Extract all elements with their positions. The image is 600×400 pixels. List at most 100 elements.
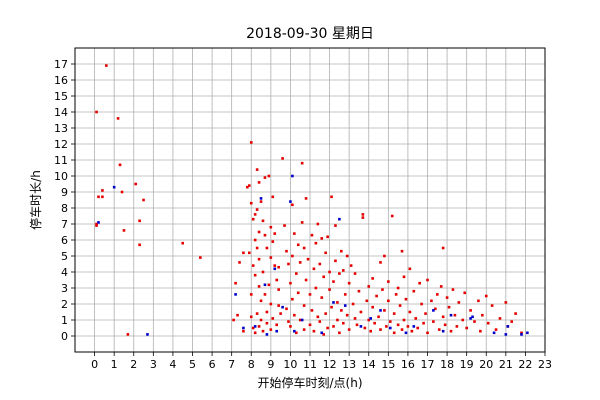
data-point xyxy=(265,333,269,336)
data-point xyxy=(273,232,277,235)
y-tick-label: 11 xyxy=(54,154,68,167)
x-tick-label: 22 xyxy=(518,358,532,371)
data-point xyxy=(146,333,149,336)
data-point xyxy=(520,333,523,336)
data-point xyxy=(320,296,324,299)
data-point xyxy=(95,224,98,227)
data-point xyxy=(418,281,421,285)
data-point xyxy=(97,195,100,199)
data-point xyxy=(398,304,402,307)
data-point xyxy=(353,317,357,320)
x-tick-label: 11 xyxy=(303,358,317,371)
data-point xyxy=(298,261,302,264)
data-point xyxy=(481,313,484,317)
data-point xyxy=(443,323,447,327)
data-point xyxy=(318,262,322,266)
data-point xyxy=(381,288,384,291)
data-point xyxy=(242,326,245,330)
data-point xyxy=(369,317,373,320)
data-point xyxy=(463,291,467,295)
data-point xyxy=(334,224,337,227)
data-point xyxy=(353,272,357,275)
data-point xyxy=(257,181,261,184)
data-point xyxy=(404,331,408,335)
data-point xyxy=(371,277,374,280)
data-point xyxy=(504,333,508,336)
data-point xyxy=(408,310,412,314)
data-point xyxy=(281,305,284,309)
data-point xyxy=(435,293,439,296)
data-point xyxy=(310,233,314,237)
data-point xyxy=(465,326,468,330)
data-point xyxy=(320,331,324,335)
data-point xyxy=(271,240,275,243)
data-point xyxy=(369,329,373,333)
data-point xyxy=(328,270,331,274)
data-point xyxy=(116,117,120,120)
data-point xyxy=(320,237,324,240)
data-point xyxy=(291,174,294,178)
data-point xyxy=(285,249,288,253)
data-point xyxy=(377,315,380,319)
data-point xyxy=(422,321,425,325)
data-point xyxy=(324,312,327,315)
data-point xyxy=(318,320,322,323)
y-tick-label: 0 xyxy=(61,330,68,343)
data-point xyxy=(265,310,269,314)
data-point xyxy=(324,251,327,255)
data-point xyxy=(134,182,138,186)
data-point xyxy=(273,267,277,271)
data-point xyxy=(302,328,306,331)
data-point xyxy=(396,323,400,327)
data-point xyxy=(120,190,124,194)
x-tick-label: 19 xyxy=(460,358,474,371)
data-point xyxy=(371,305,374,309)
data-point xyxy=(289,325,292,328)
data-point xyxy=(359,310,363,314)
data-point xyxy=(400,249,404,253)
data-point xyxy=(383,254,386,258)
data-point xyxy=(289,200,292,203)
data-point xyxy=(236,313,239,317)
data-point xyxy=(451,288,455,291)
data-point xyxy=(269,302,273,306)
data-point xyxy=(477,299,480,303)
data-point xyxy=(259,299,263,303)
data-point xyxy=(363,326,367,330)
data-point xyxy=(101,195,104,199)
data-point xyxy=(447,305,451,309)
data-point xyxy=(263,283,267,287)
data-point xyxy=(332,280,335,283)
data-point xyxy=(351,302,355,306)
y-tick-label: 6 xyxy=(61,234,68,247)
data-point xyxy=(263,293,267,296)
x-tick-label: 4 xyxy=(169,358,176,371)
data-point xyxy=(298,318,302,322)
data-point xyxy=(347,328,351,331)
data-point xyxy=(340,309,343,312)
data-point xyxy=(338,272,341,275)
data-point xyxy=(308,323,312,327)
data-point xyxy=(388,320,392,323)
x-tick-label: 16 xyxy=(401,358,415,371)
x-tick-label: 20 xyxy=(479,358,493,371)
data-point xyxy=(387,280,390,283)
x-axis-label: 开始停车时刻/点(h) xyxy=(257,375,362,390)
data-point xyxy=(373,321,376,325)
data-point xyxy=(273,264,277,267)
data-point xyxy=(118,163,122,167)
data-point xyxy=(249,315,253,319)
data-point xyxy=(265,246,269,250)
data-point xyxy=(498,317,502,320)
data-point xyxy=(199,256,202,259)
data-point xyxy=(261,219,265,223)
data-point xyxy=(473,320,476,323)
y-tick-label: 12 xyxy=(54,138,68,151)
data-point xyxy=(291,203,294,207)
data-point xyxy=(277,265,280,269)
data-point xyxy=(265,321,269,325)
data-point xyxy=(490,304,494,307)
data-point xyxy=(426,331,429,335)
